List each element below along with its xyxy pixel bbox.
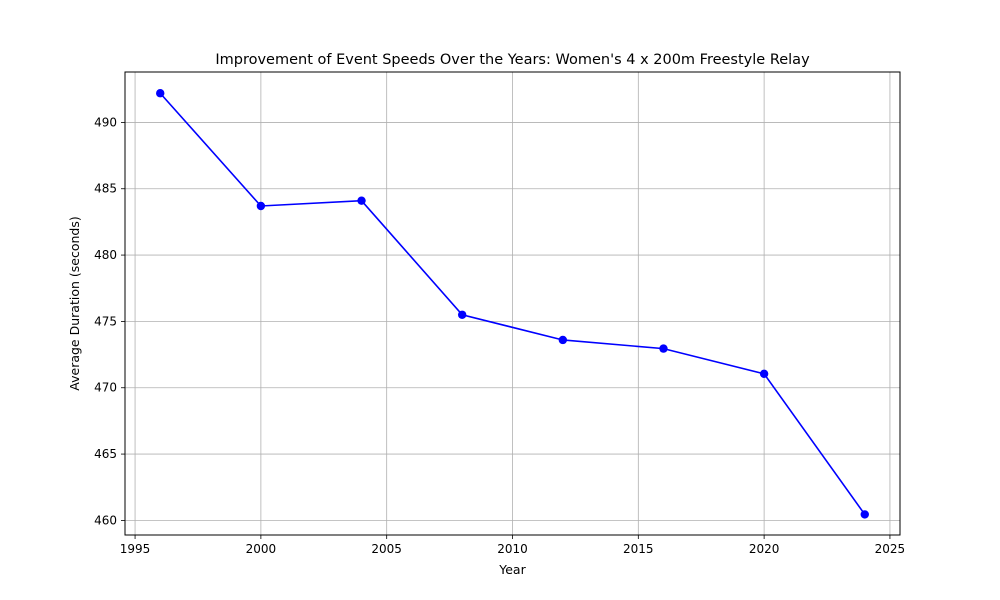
x-tick-label: 1995 [120,542,151,556]
x-axis-label: Year [498,562,526,577]
x-tick-label: 2000 [246,542,277,556]
y-axis-label: Average Duration (seconds) [67,216,82,390]
data-point [860,510,869,519]
data-point [256,201,266,211]
x-tick-label: 2005 [371,542,402,556]
y-tick-label: 485 [94,182,117,196]
series-layer [156,89,869,519]
chart-title: Improvement of Event Speeds Over the Yea… [215,52,810,68]
x-tick-label: 2015 [623,542,654,556]
y-tick-label: 465 [94,447,117,461]
x-tick-label: 2010 [497,542,528,556]
grid [125,72,900,535]
data-point [759,369,769,379]
axis-ticks: 1995 2000 2005 2010 2015 2020 2025 460 465 470 475… [94,115,905,556]
series-line [159,92,866,515]
data-point [659,344,668,353]
y-tick-label: 475 [94,314,117,328]
y-tick-label: 460 [94,513,117,527]
y-tick-label: 490 [94,115,117,129]
x-tick-label: 2025 [875,542,906,556]
y-tick-label: 480 [94,248,117,262]
data-point [357,196,366,205]
data-point [457,310,467,319]
data-point [558,335,568,345]
x-tick-label: 2020 [749,542,780,556]
y-tick-label: 470 [94,381,117,395]
data-point [156,89,165,98]
